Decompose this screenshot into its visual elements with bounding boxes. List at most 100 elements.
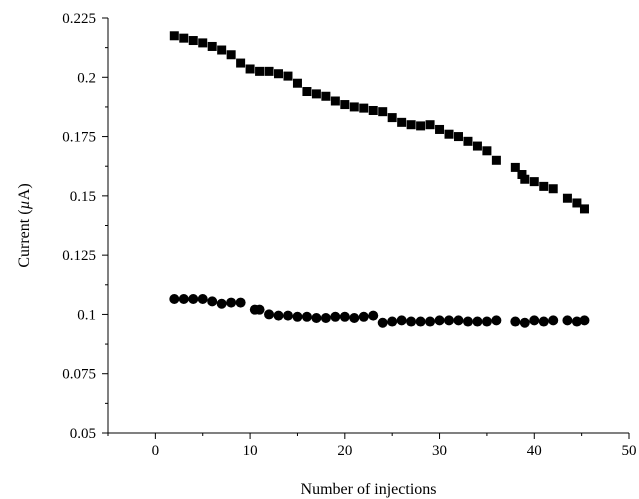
circle-point: [571, 316, 582, 327]
circle-point: [254, 304, 265, 315]
y-tick-label: 0.125: [62, 248, 96, 264]
circle-point: [320, 312, 331, 323]
square-point: [283, 71, 293, 81]
x-tick-label: 10: [243, 443, 258, 459]
square-point: [387, 113, 397, 123]
square-point: [517, 170, 527, 180]
square-point: [198, 38, 208, 48]
series-squares: [169, 31, 589, 214]
square-point: [340, 100, 350, 110]
circle-point: [197, 294, 208, 305]
y-axis-ticks: 0.05 0.075 0.1 0.125 0.15 0.175 0.2 0.225: [62, 11, 108, 442]
circle-point: [339, 311, 350, 322]
square-point: [406, 120, 416, 130]
circle-point: [387, 316, 398, 327]
circle-point: [510, 316, 521, 327]
x-tick-label: 0: [152, 443, 160, 459]
y-axis-label: Current (µA): [16, 183, 33, 267]
circle-point: [491, 315, 502, 326]
square-point: [453, 132, 463, 142]
circle-point: [216, 298, 227, 309]
square-point: [491, 155, 501, 165]
square-point: [435, 124, 445, 134]
circle-point: [444, 315, 455, 326]
square-point: [472, 141, 482, 151]
square-point: [562, 193, 572, 203]
circle-point: [529, 315, 540, 326]
square-point: [245, 64, 255, 74]
square-point: [302, 87, 312, 97]
square-point: [264, 66, 274, 76]
circle-point: [538, 316, 549, 327]
circle-point: [188, 294, 199, 305]
circle-point: [330, 311, 341, 322]
y-tick-label: 0.225: [62, 11, 96, 27]
square-point: [179, 33, 189, 43]
y-tick-label: 0.1: [77, 307, 96, 323]
y-tick-label: 0.2: [77, 70, 96, 86]
circle-point: [425, 316, 436, 327]
circle-point: [377, 317, 388, 328]
square-point: [255, 66, 265, 76]
x-axis-ticks: 0 10 20 30 40 50: [107, 433, 637, 459]
square-point: [425, 120, 435, 130]
y-axis-label-text: Current (: [16, 209, 33, 267]
circle-point: [292, 311, 303, 322]
circle-point: [462, 316, 473, 327]
x-tick-label: 40: [527, 443, 542, 459]
circle-point: [481, 316, 492, 327]
square-point: [529, 177, 539, 187]
circle-point: [169, 294, 180, 305]
square-point: [572, 198, 582, 208]
square-point: [444, 129, 454, 139]
circle-point: [406, 316, 417, 327]
circle-point: [519, 317, 530, 328]
circle-point: [178, 294, 189, 305]
square-point: [510, 162, 520, 172]
circle-point: [415, 316, 426, 327]
square-point: [217, 45, 227, 55]
square-point: [579, 204, 589, 214]
circle-point: [264, 309, 275, 320]
square-point: [463, 136, 473, 146]
square-point: [188, 36, 198, 46]
circle-point: [562, 315, 573, 326]
y-axis-label-unit: A): [16, 183, 33, 200]
circle-point: [349, 312, 360, 323]
x-tick-label: 20: [337, 443, 352, 459]
square-point: [226, 50, 236, 60]
square-point: [321, 91, 331, 101]
square-point: [359, 103, 369, 113]
square-point: [274, 69, 284, 79]
x-tick-label: 30: [432, 443, 447, 459]
y-tick-label: 0.075: [62, 367, 96, 383]
square-point: [292, 78, 302, 88]
circle-point: [226, 297, 237, 308]
circle-point: [548, 315, 559, 326]
y-axis-label-symbol: µ: [16, 200, 33, 209]
y-tick-label: 0.175: [62, 130, 96, 146]
circle-point: [579, 315, 590, 326]
x-axis-label: Number of injections: [301, 481, 437, 498]
circle-point: [235, 297, 246, 308]
circle-point: [472, 316, 483, 327]
square-point: [520, 174, 530, 184]
plot-frame: [107, 18, 629, 434]
square-point: [539, 181, 549, 191]
square-point: [169, 31, 179, 41]
square-point: [330, 96, 340, 106]
square-point: [397, 117, 407, 127]
circle-point: [368, 310, 379, 321]
circle-point: [358, 311, 369, 322]
circle-point: [396, 315, 407, 326]
circle-point: [207, 296, 218, 307]
square-point: [349, 102, 359, 112]
square-point: [378, 107, 388, 117]
circle-point: [453, 315, 464, 326]
square-point: [482, 146, 492, 156]
circle-point: [273, 310, 284, 321]
square-point: [207, 41, 217, 51]
series-circles: [169, 294, 590, 328]
y-tick-label: 0.05: [70, 426, 96, 442]
